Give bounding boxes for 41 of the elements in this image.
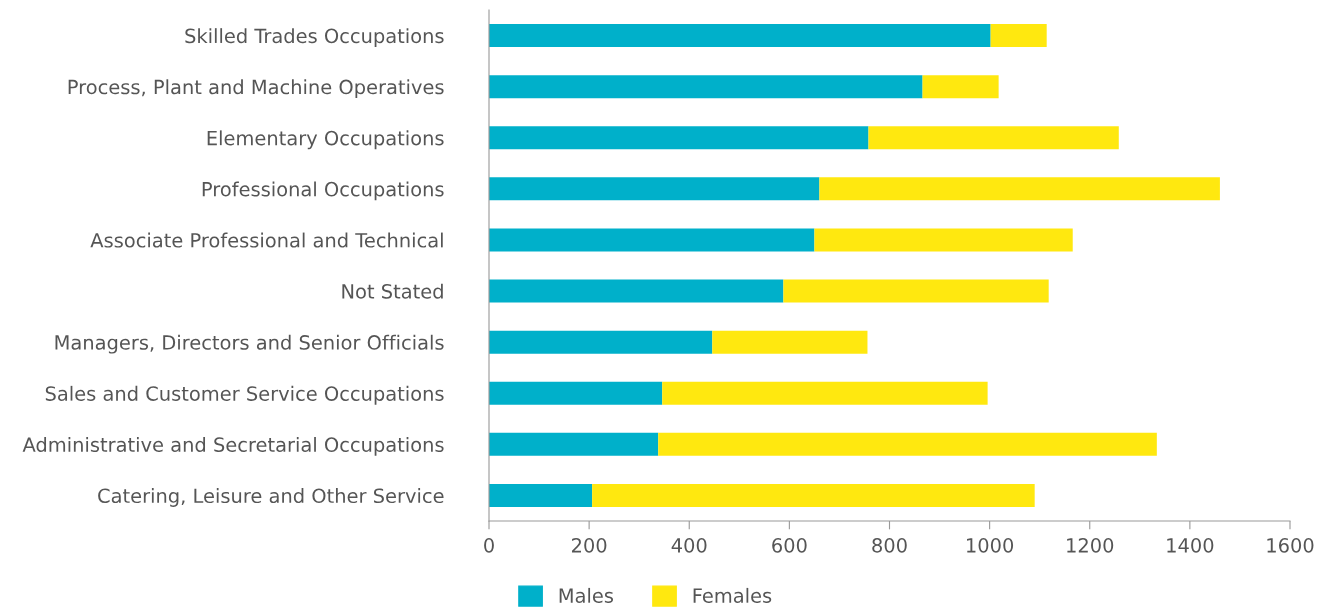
y-tick-label: Managers, Directors and Senior Officials bbox=[55, 334, 444, 354]
legend-label: Males bbox=[559, 587, 614, 603]
bar bbox=[489, 126, 869, 150]
y-tick-label: Not Stated bbox=[342, 283, 443, 299]
bar bbox=[712, 330, 868, 354]
bar bbox=[489, 381, 663, 405]
legend-label: Females bbox=[693, 587, 772, 603]
x-tick-label: 1000 bbox=[967, 538, 1014, 553]
x-tick-label: 1600 bbox=[1267, 538, 1314, 553]
x-tick-label: 200 bbox=[571, 538, 607, 553]
y-tick-label: Administrative and Secretarial Occupations bbox=[22, 436, 444, 456]
y-tick-label: Elementary Occupations bbox=[207, 130, 444, 150]
bar bbox=[814, 228, 1073, 252]
y-tick-label: Catering, Leisure and Other Service bbox=[98, 488, 444, 507]
bar bbox=[489, 24, 991, 48]
bar bbox=[922, 75, 999, 99]
bar bbox=[658, 432, 1157, 456]
x-tick-label: 0 bbox=[484, 538, 494, 553]
y-tick-label: Skilled Trades Occupations bbox=[185, 28, 444, 47]
bar bbox=[489, 75, 923, 99]
bar bbox=[489, 177, 820, 201]
bar bbox=[489, 330, 713, 354]
x-tick-label: 400 bbox=[671, 538, 707, 553]
bar bbox=[489, 432, 659, 456]
bar bbox=[819, 177, 1220, 201]
y-tick-label: Process, Plant and Machine Operatives bbox=[68, 79, 444, 99]
bar bbox=[662, 381, 988, 405]
x-tick-label: 1400 bbox=[1167, 538, 1214, 553]
bar bbox=[990, 24, 1047, 48]
bar bbox=[489, 279, 784, 303]
x-tick-label: 600 bbox=[772, 538, 807, 553]
y-tick-label: Professional Occupations bbox=[202, 181, 444, 201]
bar bbox=[489, 483, 593, 507]
bar bbox=[783, 279, 1049, 303]
bar bbox=[592, 483, 1035, 507]
bar bbox=[489, 228, 815, 252]
y-tick-label: Sales and Customer Service Occupations bbox=[45, 385, 444, 405]
x-tick-label: 1200 bbox=[1067, 538, 1114, 553]
bar bbox=[868, 126, 1119, 150]
y-tick-label: Associate Professional and Technical bbox=[90, 232, 443, 248]
x-tick-label: 800 bbox=[872, 538, 907, 553]
